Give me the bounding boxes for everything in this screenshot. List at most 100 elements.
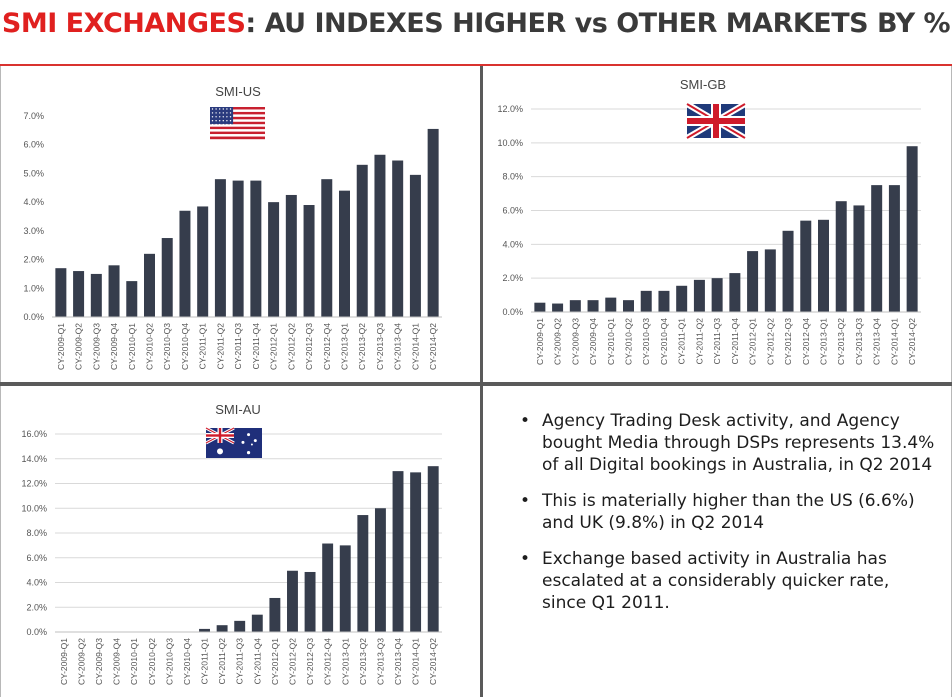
bullet-dot-icon: • [520, 411, 531, 431]
x-tick-label: CY-2009-Q2 [74, 323, 84, 370]
y-tick-label: 6.0% [502, 206, 523, 216]
title-accent: SMI EXCHANGES [1, 8, 246, 39]
x-tick-label: CY-2010-Q1 [129, 638, 139, 685]
chart-title: SMI-US [215, 84, 261, 99]
bar [729, 273, 741, 312]
bar [410, 472, 422, 632]
x-tick-label: CY-2010-Q2 [147, 638, 157, 685]
bar [214, 179, 226, 317]
x-tick-label: CY-2013-Q2 [357, 323, 367, 370]
bar [269, 597, 281, 632]
chart-title: SMI-AU [215, 402, 261, 417]
x-tick-label: CY-2012-Q4 [322, 323, 332, 370]
bar [199, 628, 210, 632]
bar [287, 570, 298, 632]
y-tick-label: 5.0% [23, 168, 44, 178]
bar [339, 545, 351, 632]
bar [888, 185, 900, 312]
y-tick-label: 2.0% [502, 273, 523, 283]
x-tick-label: CY-2011-Q4 [251, 323, 261, 370]
bar [427, 128, 439, 317]
bar [322, 543, 334, 632]
bar [357, 515, 369, 632]
y-tick-label: 12.0% [497, 104, 523, 114]
y-tick-label: 4.0% [23, 197, 44, 207]
bar [392, 471, 404, 632]
bar [304, 571, 316, 632]
y-tick-label: 8.0% [26, 528, 47, 538]
x-tick-label: CY-2010-Q1 [606, 318, 616, 365]
bar [764, 249, 776, 312]
x-tick-label: CY-2013-Q4 [872, 318, 882, 365]
x-tick-label: CY-2011-Q3 [233, 323, 243, 370]
y-tick-label: 16.0% [21, 429, 47, 439]
bar [356, 164, 368, 317]
x-tick-label: CY-2011-Q2 [217, 638, 227, 685]
page-title: SMI EXCHANGES: AU INDEXES HIGHER vs OTHE… [0, 8, 952, 39]
bar [835, 201, 847, 312]
bar [800, 220, 812, 312]
bullet-dot-icon: • [520, 491, 531, 511]
bullet-item: • Exchange based activity in Australia ha… [518, 548, 938, 614]
bar [427, 466, 439, 632]
bar [321, 179, 333, 317]
x-tick-label: CY-2013-Q3 [375, 323, 385, 370]
x-tick-label: CY-2014-Q1 [410, 323, 420, 370]
x-tick-label: CY-2013-Q2 [836, 318, 846, 365]
bar [818, 219, 829, 312]
x-tick-label: CY-2012-Q2 [287, 638, 297, 685]
bar [73, 271, 85, 317]
x-tick-label: CY-2014-Q2 [907, 318, 917, 365]
bar [676, 285, 688, 312]
x-tick-label: CY-2009-Q2 [76, 638, 86, 685]
x-tick-label: CY-2011-Q4 [730, 318, 740, 365]
bar [285, 194, 297, 317]
x-tick-label: CY-2009-Q4 [109, 323, 119, 370]
x-tick-label: CY-2014-Q2 [428, 323, 438, 370]
x-tick-label: CY-2009-Q4 [588, 318, 598, 365]
y-tick-label: 3.0% [23, 226, 44, 236]
bar [55, 268, 67, 317]
x-tick-label: CY-2012-Q3 [305, 638, 315, 685]
y-tick-label: 0.0% [502, 307, 523, 317]
bar [409, 174, 421, 317]
x-tick-label: CY-2011-Q1 [198, 323, 208, 370]
bullet-text: Exchange based activity in Australia has… [542, 549, 890, 613]
bar [605, 297, 617, 312]
x-tick-label: CY-2010-Q4 [659, 318, 669, 365]
bar [339, 190, 350, 317]
y-tick-label: 10.0% [21, 503, 47, 513]
y-tick-label: 6.0% [26, 553, 47, 563]
panel-border-left [0, 66, 1, 697]
x-tick-label: CY-2014-Q1 [889, 318, 899, 365]
x-tick-label: CY-2010-Q2 [624, 318, 634, 365]
x-tick-label: CY-2012-Q1 [269, 323, 279, 370]
panel-divider-vertical [480, 66, 483, 697]
x-tick-label: CY-2009-Q4 [112, 638, 122, 685]
bar [303, 205, 315, 317]
x-tick-label: CY-2012-Q2 [286, 323, 296, 370]
gb-flag-icon [685, 101, 747, 141]
x-tick-label: CY-2013-Q1 [340, 638, 350, 685]
bar [782, 230, 794, 312]
x-tick-label: CY-2013-Q1 [340, 323, 350, 370]
x-tick-label: CY-2009-Q2 [553, 318, 563, 365]
bar [552, 303, 564, 312]
x-tick-label: CY-2010-Q2 [145, 323, 155, 370]
bar [693, 279, 705, 312]
x-tick-label: CY-2009-Q3 [570, 318, 580, 365]
bar [179, 210, 191, 317]
bullet-dot-icon: • [520, 549, 531, 569]
bar [197, 206, 209, 317]
x-tick-label: CY-2011-Q3 [235, 638, 245, 685]
x-tick-label: CY-2011-Q4 [252, 638, 262, 685]
bar [234, 620, 246, 632]
y-tick-label: 7.0% [23, 111, 44, 121]
bar [126, 281, 138, 317]
bar [711, 278, 723, 312]
bullet-text: This is materially higher than the US (6… [542, 491, 915, 533]
x-tick-label: CY-2012-Q2 [765, 318, 775, 365]
bar [251, 614, 263, 632]
chart-smi-au: SMI-AU 0.0% 2.0% 4.0% 6.0% 8.0% 10.0% 12.0% 14.0… [21, 402, 442, 685]
y-tick-label: 8.0% [502, 172, 523, 182]
